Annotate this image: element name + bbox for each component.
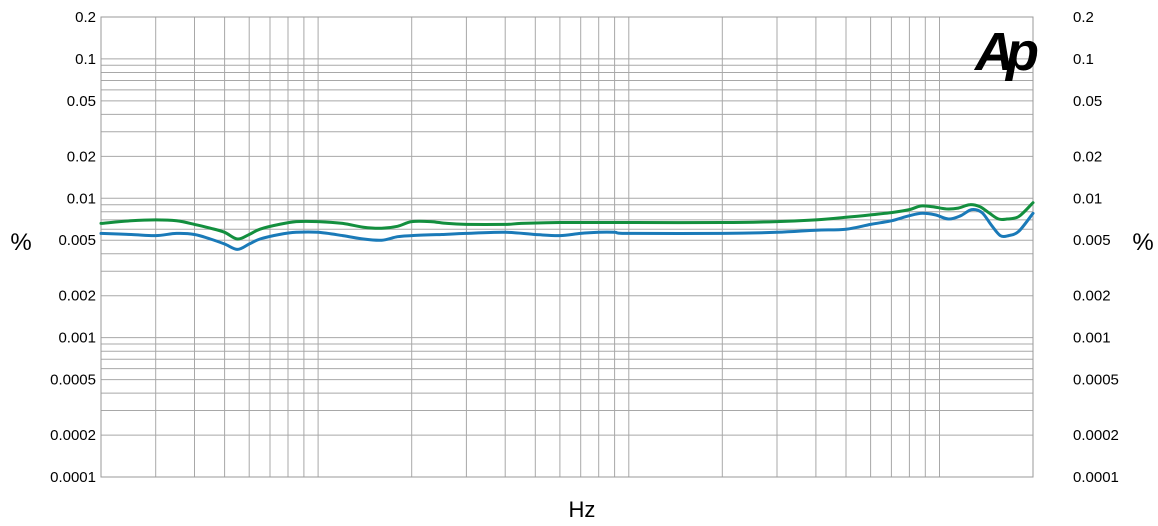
left-y-tick-label: 0.0002 [50,427,96,444]
right-y-tick-label: 0.1 [1073,51,1094,68]
right-y-tick-label: 0.2 [1073,9,1094,26]
right-y-tick-label: 0.0001 [1073,469,1119,486]
left-y-tick-label: 0.005 [58,232,96,249]
left-y-tick-label: 0.02 [67,148,96,165]
plot-frame [100,16,1034,478]
left-y-tick-label: 0.05 [67,93,96,110]
x-axis-label: Hz [569,497,596,521]
right-y-tick-label: 0.0002 [1073,427,1119,444]
left-y-tick-label: 0.002 [58,288,96,305]
right-y-tick-label: 0.01 [1073,190,1102,207]
series-line-2 [99,207,1035,251]
right-y-tick-label: 0.002 [1073,288,1111,305]
right-y-tick-label: 0.0005 [1073,372,1119,389]
series-line-1 [99,201,1035,241]
right-y-tick-label: 0.001 [1073,330,1111,347]
grid [100,16,1034,478]
audio-precision-logo: Ap [973,22,1046,82]
right-y-tick-label: 0.005 [1073,232,1111,249]
right-y-tick-labels: 0.2 0.1 0.05 0.02 0.01 0.005 0.002 0.001 0.0005 0… [1073,9,1119,486]
left-y-tick-label: 0.01 [67,190,96,207]
left-y-tick-label: 0.2 [75,9,96,26]
left-y-tick-label: 0.001 [58,330,96,347]
left-y-tick-labels: 0.2 0.1 0.05 0.02 0.01 0.005 0.002 0.001 0.0005 0… [50,9,96,486]
right-y-axis-label: % [1132,229,1153,256]
series-layer [99,201,1035,251]
left-y-tick-label: 0.0005 [50,372,96,389]
right-y-tick-label: 0.05 [1073,93,1102,110]
left-y-tick-label: 0.1 [75,51,96,68]
left-y-axis-label: % [10,229,31,256]
right-y-tick-label: 0.02 [1073,148,1102,165]
audio-precision-logo-text: Ap [973,22,1038,82]
left-y-tick-label: 0.0001 [50,469,96,486]
